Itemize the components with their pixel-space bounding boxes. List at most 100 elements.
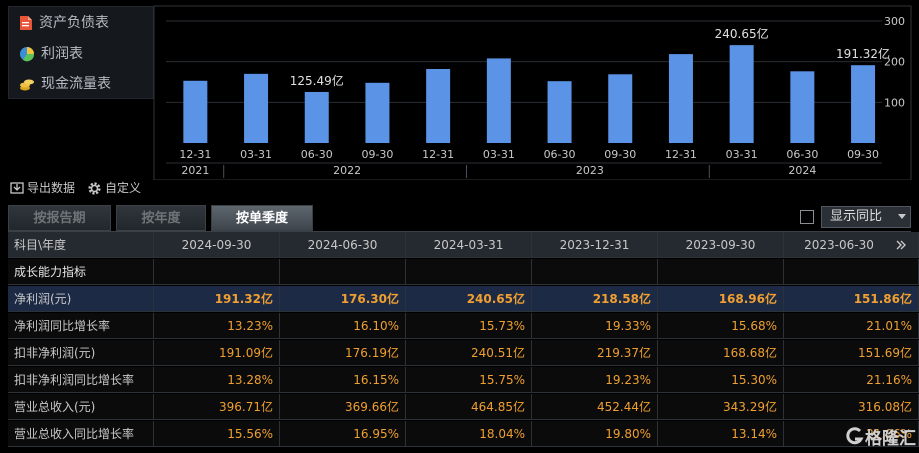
table-cell: 16.15% <box>280 367 406 393</box>
x-tick-label: 06-30 <box>301 148 333 161</box>
tab-divider <box>8 231 911 232</box>
table-cell <box>154 259 280 285</box>
net-profit-bar-chart: 125.49亿 240.65亿 191.32亿 300 200 100 12-31 03-… <box>153 5 912 180</box>
table-row[interactable]: 营业总收入同比增长率 15.56% 16.95% 18.04% 19.80% 1… <box>8 421 919 448</box>
x-tick-label: 09-30 <box>361 148 393 161</box>
table-cell: 19.80% <box>532 421 658 447</box>
gear-icon <box>88 181 101 195</box>
x-tick-label: 12-31 <box>179 148 211 161</box>
bar <box>851 65 876 143</box>
export-label: 导出数据 <box>27 181 76 195</box>
chevron-down-icon <box>898 214 906 219</box>
table-cell: 13.28% <box>154 367 280 393</box>
table-row[interactable]: 净利润(元) 191.32亿 176.30亿 240.65亿 218.58亿 1… <box>8 286 919 313</box>
table-cell: 15.56% <box>154 421 280 447</box>
bar <box>547 81 572 143</box>
table-cell: 15.73% <box>406 313 532 339</box>
table-cell <box>406 259 532 285</box>
corner-header: 科目\年度 <box>8 232 154 258</box>
table-cell: 240.51亿 <box>406 340 532 366</box>
row-label: 营业总收入同比增长率 <box>8 421 154 447</box>
customize-label: 自定义 <box>105 181 142 195</box>
table-cell: 343.29亿 <box>658 394 784 420</box>
customize-button[interactable]: 自定义 <box>87 179 141 197</box>
table-row[interactable]: 净利润同比增长率 13.23% 16.10% 15.73% 19.33% 15.… <box>8 313 919 340</box>
table-cell <box>532 259 658 285</box>
menu-label: 现金流量表 <box>41 76 111 92</box>
watermark: 格隆汇 <box>845 424 916 449</box>
table-cell: 219.37亿 <box>532 340 658 366</box>
tab-by-year[interactable]: 按年度 <box>116 205 206 231</box>
table-cell: 168.96亿 <box>658 286 784 312</box>
bar <box>365 82 390 143</box>
bar <box>183 80 208 143</box>
cash-flow-icon <box>20 79 34 91</box>
table-row[interactable]: 扣非净利润同比增长率 13.28% 16.15% 15.75% 19.23% 1… <box>8 367 919 394</box>
y-tick-label: 100 <box>884 96 905 109</box>
x-tick-label: 03-31 <box>726 148 758 161</box>
column-header[interactable]: 2024-06-30 <box>280 232 406 258</box>
watermark-text: 格隆汇 <box>865 428 916 449</box>
double-chevron-right-icon[interactable] <box>895 239 907 251</box>
column-header[interactable]: 2023-06-30 <box>784 232 919 258</box>
table-cell: 16.95% <box>280 421 406 447</box>
row-label: 净利润同比增长率 <box>8 313 154 339</box>
table-cell: 316.08亿 <box>784 394 919 420</box>
x-tick-label: 09-30 <box>847 148 879 161</box>
table-row[interactable]: 营业总收入(元) 396.71亿 369.66亿 464.85亿 452.44亿… <box>8 394 919 421</box>
table-row[interactable]: 扣非净利润(元) 191.09亿 176.19亿 240.51亿 219.37亿… <box>8 340 919 367</box>
menu-item-income-statement[interactable]: 利润表 <box>19 44 83 64</box>
row-label: 扣非净利润(元) <box>8 340 154 366</box>
table-cell: 13.23% <box>154 313 280 339</box>
table-cell: 13.14% <box>658 421 784 447</box>
export-icon <box>10 182 24 194</box>
row-label: 营业总收入(元) <box>8 394 154 420</box>
table-cell: 15.75% <box>406 367 532 393</box>
show-yoy-dropdown[interactable]: 显示同比 <box>821 206 911 228</box>
x-tick-label: 06-30 <box>544 148 576 161</box>
balance-sheet-icon <box>20 16 32 30</box>
x-tick-label: 12-31 <box>422 148 454 161</box>
column-header[interactable]: 2023-12-31 <box>532 232 658 258</box>
column-header[interactable]: 2023-09-30 <box>658 232 784 258</box>
financial-table: 科目\年度 2024-09-30 2024-06-30 2024-03-31 2… <box>8 232 919 453</box>
table-cell: 151.86亿 <box>784 286 919 312</box>
table-header-row: 科目\年度 2024-09-30 2024-06-30 2024-03-31 2… <box>8 232 919 259</box>
year-label: 2022 <box>333 164 361 177</box>
table-row: 成长能力指标 <box>8 259 919 286</box>
bar <box>608 74 633 143</box>
table-cell: 15.30% <box>658 367 784 393</box>
menu-item-balance-sheet[interactable]: 资产负债表 <box>19 13 109 33</box>
menu-label: 资产负债表 <box>39 15 109 31</box>
column-header[interactable]: 2024-03-31 <box>406 232 532 258</box>
statement-menu: 资产负债表 利润表 现金流量表 <box>8 6 154 99</box>
bar <box>668 54 693 143</box>
column-header[interactable]: 2024-09-30 <box>154 232 280 258</box>
data-label: 240.65亿 <box>715 26 769 41</box>
data-label: 191.32亿 <box>836 46 890 61</box>
yoy-label: 显示同比 <box>830 209 883 224</box>
x-tick-label: 06-30 <box>786 148 818 161</box>
table-cell: 21.06% <box>784 421 919 447</box>
gelonghui-logo-icon <box>846 427 864 445</box>
table-cell: 396.71亿 <box>154 394 280 420</box>
year-label: 2024 <box>788 164 816 177</box>
x-tick-label: 03-31 <box>240 148 272 161</box>
bar <box>304 91 329 143</box>
menu-label: 利润表 <box>41 46 83 62</box>
tab-by-quarter[interactable]: 按单季度 <box>211 205 313 231</box>
table-cell: 151.69亿 <box>784 340 919 366</box>
tab-by-report-period[interactable]: 按报告期 <box>8 205 111 231</box>
menu-item-cash-flow[interactable]: 现金流量表 <box>19 74 111 94</box>
table-cell <box>280 259 406 285</box>
chart-frame <box>153 5 912 180</box>
bar <box>426 68 451 143</box>
export-data-button[interactable]: 导出数据 <box>10 179 75 197</box>
table-cell: 191.32亿 <box>154 286 280 312</box>
table-cell <box>658 259 784 285</box>
table-cell: 452.44亿 <box>532 394 658 420</box>
show-yoy-checkbox[interactable] <box>800 210 814 224</box>
table-cell: 176.30亿 <box>280 286 406 312</box>
row-label: 成长能力指标 <box>8 259 154 285</box>
bar <box>244 73 269 143</box>
